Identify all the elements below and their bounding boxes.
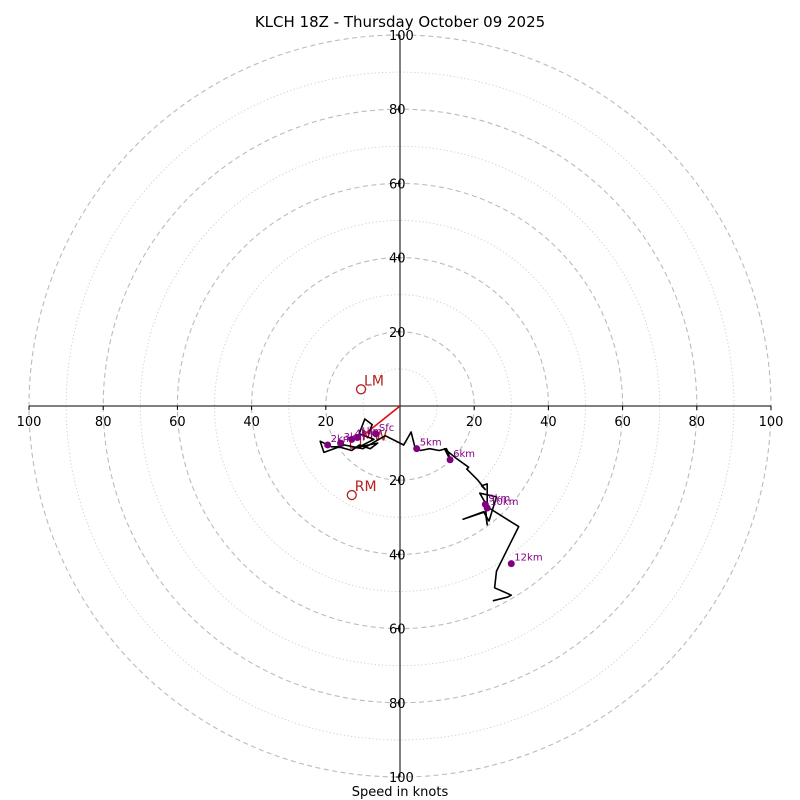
storm-motion-marker — [346, 489, 357, 501]
tick-label-top: 100 — [389, 29, 414, 44]
tick-label-right: 60 — [614, 415, 631, 430]
tick-label-top: 20 — [389, 326, 406, 341]
tick-label-top: 80 — [389, 103, 406, 118]
tick-label-bottom: 80 — [389, 697, 406, 712]
height-marker-label: Sfc — [379, 423, 394, 434]
height-marker — [507, 560, 515, 568]
tick-label-left: 60 — [169, 415, 186, 430]
tick-label-left: 40 — [243, 415, 260, 430]
height-marker — [348, 435, 356, 443]
tick-label-bottom: 40 — [389, 548, 406, 563]
tick-labels: 100 80 60 40 20 20 40 60 80 100 100 80 60 40 20 20 40 60 8… — [17, 29, 784, 786]
tick-label-left: 20 — [318, 415, 335, 430]
height-marker — [413, 445, 421, 453]
height-marker — [446, 456, 454, 464]
height-markers-layer: Sfc1km2km3km4km5km6km9km10km12km — [324, 423, 543, 568]
height-marker-label: 4km — [355, 428, 377, 439]
height-marker-label: 9km — [488, 493, 510, 504]
height-marker-label: 12km — [514, 553, 542, 564]
storm-motion-marker — [355, 384, 367, 395]
height-marker — [353, 434, 361, 442]
tick-label-right: 100 — [759, 415, 784, 430]
height-marker — [337, 439, 345, 447]
height-marker — [483, 504, 491, 512]
tick-label-top: 60 — [389, 177, 406, 192]
chart-title: KLCH 18Z - Thursday October 09 2025 — [255, 13, 545, 31]
height-marker-label: 10km — [490, 497, 518, 508]
storm-motion-label: RM — [355, 479, 377, 495]
height-marker-label: 6km — [453, 449, 475, 460]
tick-label-left: 80 — [95, 415, 112, 430]
tick-label-left: 100 — [17, 415, 42, 430]
height-marker — [372, 430, 380, 438]
tick-label-bottom: 100 — [389, 771, 414, 786]
tick-label-bottom: 20 — [389, 474, 406, 489]
height-marker-label: 2km — [331, 434, 353, 445]
height-marker-label: 5km — [420, 438, 442, 449]
tick-label-top: 40 — [389, 252, 406, 267]
storm-motion-layer: LMRMMW — [346, 373, 401, 501]
tick-label-right: 20 — [466, 415, 483, 430]
x-axis-label: Speed in knots — [352, 785, 449, 800]
storm-motion-label: LM — [364, 373, 384, 389]
tick-label-right: 40 — [540, 415, 557, 430]
tick-label-right: 80 — [689, 415, 706, 430]
tick-label-bottom: 60 — [389, 623, 406, 638]
height-marker — [324, 441, 332, 449]
height-marker-label: 1km — [360, 427, 382, 438]
